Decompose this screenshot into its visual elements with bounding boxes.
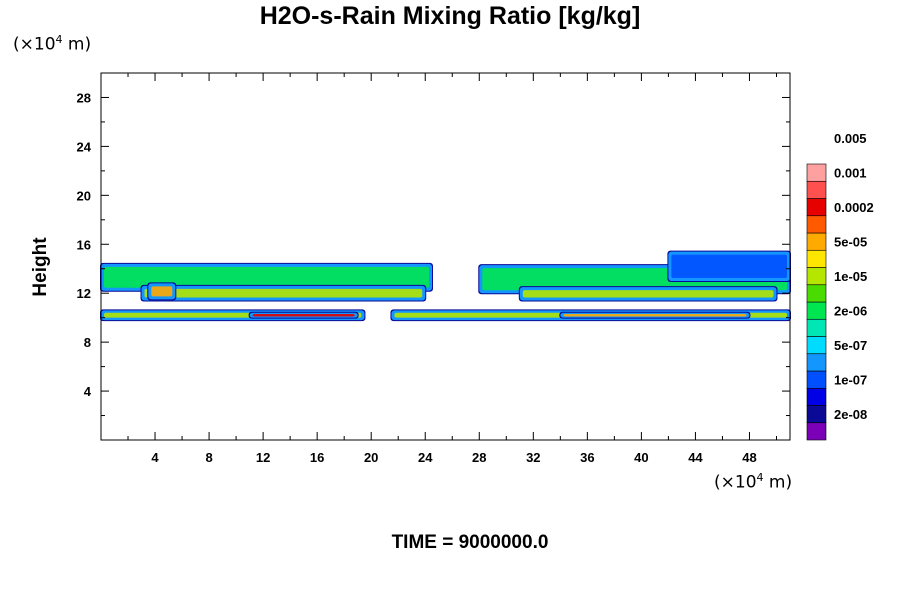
x-tick-label: 8 bbox=[205, 450, 212, 465]
time-footer: TIME = 9000000.0 bbox=[391, 532, 549, 553]
x-tick-label: 4 bbox=[151, 450, 159, 465]
contour-band-peak-10km bbox=[252, 313, 355, 317]
x-tick-label: 48 bbox=[742, 450, 756, 465]
colorbar-swatch bbox=[806, 180, 827, 199]
x-unit-label: (×104 m) bbox=[714, 471, 792, 493]
x-unit-suffix: m) bbox=[763, 472, 793, 493]
x-tick-label: 12 bbox=[256, 450, 270, 465]
colorbar-label: 1e-07 bbox=[834, 373, 867, 388]
colorbar-swatch bbox=[806, 284, 827, 303]
colorbar-label: 0.001 bbox=[834, 166, 867, 181]
x-tick-label: 16 bbox=[310, 450, 324, 465]
contour-band-peak-10km-right bbox=[563, 313, 747, 317]
contour-band-layer-12km bbox=[144, 288, 423, 298]
colorbar-swatch bbox=[806, 301, 827, 320]
colorbar-label: 1e-05 bbox=[834, 269, 867, 284]
colorbar-label: 2e-08 bbox=[834, 407, 867, 422]
colorbar-label: 0.0002 bbox=[834, 200, 874, 215]
x-tick-label: 40 bbox=[634, 450, 648, 465]
y-tick-label: 24 bbox=[77, 139, 92, 154]
y-tick-label: 16 bbox=[77, 237, 91, 252]
colorbar-label: 2e-06 bbox=[834, 304, 867, 319]
y-unit-prefix: (×10 bbox=[13, 34, 56, 55]
y-unit-exp: 4 bbox=[55, 33, 63, 46]
colorbar-swatch bbox=[806, 232, 827, 251]
colorbar-swatch bbox=[806, 318, 827, 337]
colorbar-label: 0.005 bbox=[834, 131, 867, 146]
colorbar-swatch bbox=[806, 370, 827, 389]
y-unit-label: (×104 m) bbox=[13, 33, 91, 55]
x-tick-label: 44 bbox=[688, 450, 703, 465]
x-tick-label: 32 bbox=[526, 450, 540, 465]
colorbar-swatch bbox=[806, 215, 827, 234]
colorbar-swatch bbox=[806, 249, 827, 268]
x-unit-exp: 4 bbox=[756, 471, 764, 484]
colorbar-swatch bbox=[806, 163, 827, 182]
contour-band-peak-12km-left bbox=[151, 286, 173, 297]
x-unit-prefix: (×10 bbox=[714, 472, 757, 493]
colorbar-swatch bbox=[806, 267, 827, 286]
chart-title: H2O-s-Rain Mixing Ratio [kg/kg] bbox=[259, 2, 641, 30]
contour-band-layer-13km bbox=[104, 266, 429, 288]
x-tick-label: 20 bbox=[364, 450, 378, 465]
colorbar-swatch bbox=[806, 353, 827, 372]
colorbar: 2e-08 1e-07 5e-07 2e-06 1e-05 5e-05 0.0002 0.00… bbox=[806, 131, 874, 441]
colorbar-label: 5e-07 bbox=[834, 338, 867, 353]
colorbar-swatch bbox=[806, 422, 827, 441]
colorbar-swatch bbox=[806, 405, 827, 424]
contour-band-turret-45 bbox=[671, 254, 787, 278]
colorbar-swatch bbox=[806, 336, 827, 355]
y-tick-label: 28 bbox=[77, 90, 91, 105]
x-tick-label: 36 bbox=[580, 450, 594, 465]
contour-layers bbox=[100, 250, 791, 322]
plot-frame bbox=[100, 72, 791, 441]
y-tick-label: 12 bbox=[77, 286, 91, 301]
contour-band-layer-12km-right bbox=[522, 290, 774, 298]
colorbar-swatch bbox=[806, 387, 827, 406]
x-tick-label: 28 bbox=[472, 450, 486, 465]
colorbar-swatch bbox=[806, 198, 827, 217]
x-tick-label: 24 bbox=[418, 450, 433, 465]
y-tick-label: 8 bbox=[84, 335, 91, 350]
y-tick-label: 4 bbox=[84, 384, 92, 399]
colorbar-label: 5e-05 bbox=[834, 235, 867, 250]
y-unit-suffix: m) bbox=[62, 34, 92, 55]
y-tick-label: 20 bbox=[77, 188, 91, 203]
